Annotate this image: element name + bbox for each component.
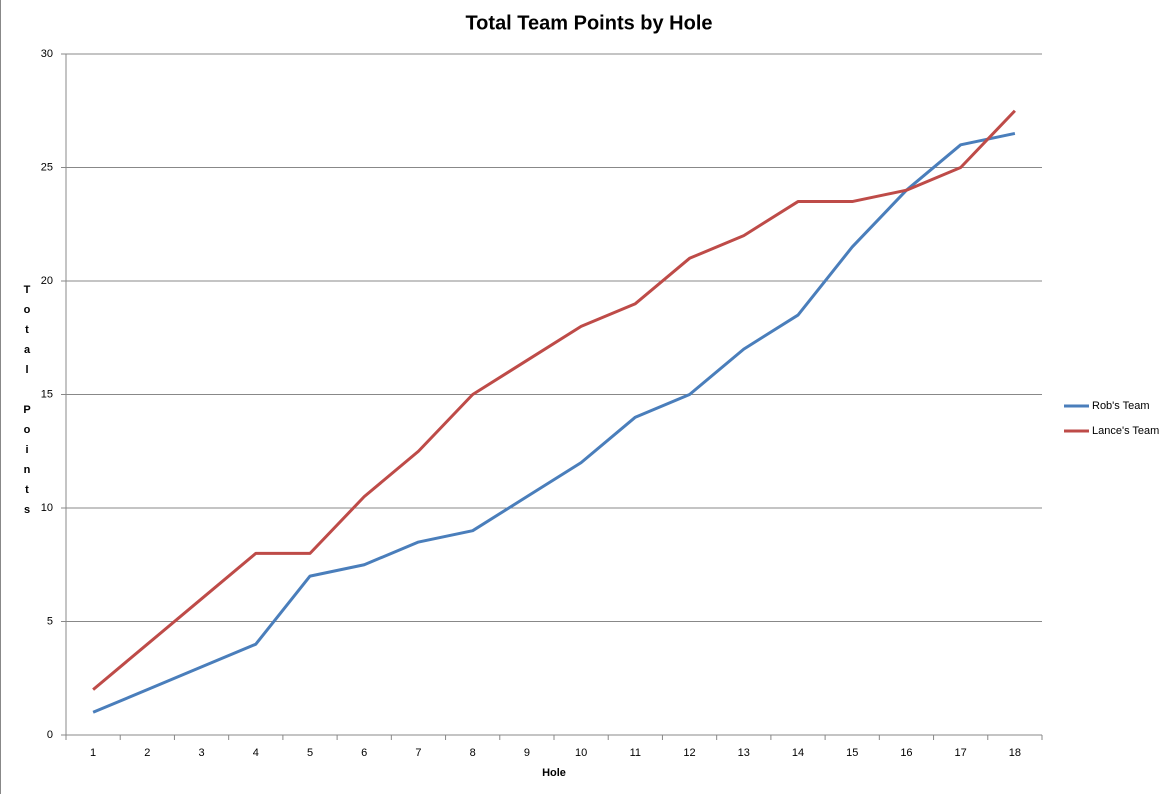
x-tick-label: 16	[900, 747, 912, 759]
x-tick-label: 13	[738, 747, 750, 759]
x-tick-label: 11	[630, 747, 641, 759]
x-tick-label: 6	[361, 747, 367, 759]
series-line	[92, 109, 1016, 691]
y-tick-label: 0	[47, 729, 53, 741]
y-tick-label: 30	[41, 48, 53, 60]
y-tick-label: 5	[47, 615, 53, 627]
y-tick-label: 15	[41, 388, 53, 400]
x-tick-label: 2	[144, 747, 150, 759]
x-tick-label: 7	[415, 747, 421, 759]
x-axis-label: Hole	[542, 767, 566, 779]
y-tick-label: 10	[41, 502, 53, 514]
y-tick-label: 25	[41, 161, 53, 173]
chart-title: Total Team Points by Hole	[465, 12, 712, 34]
x-tick-label: 14	[792, 747, 804, 759]
x-tick-label: 10	[575, 747, 587, 759]
x-tick-label: 4	[253, 747, 259, 759]
legend-label: Rob's Team	[1092, 400, 1150, 412]
x-tick-label: 5	[307, 747, 313, 759]
legend-label: Lance's Team	[1092, 425, 1159, 437]
series-line	[92, 131, 1016, 714]
x-tick-label: 9	[524, 747, 530, 759]
x-tick-label: 17	[955, 747, 967, 759]
x-tick-label: 18	[1009, 747, 1021, 759]
x-tick-label: 8	[470, 747, 476, 759]
y-tick-label: 20	[41, 275, 53, 287]
x-tick-label: 1	[90, 747, 96, 759]
x-tick-label: 15	[846, 747, 858, 759]
y-axis-label: Total Points	[21, 284, 33, 524]
x-tick-label: 3	[198, 747, 204, 759]
x-tick-label: 12	[683, 747, 695, 759]
